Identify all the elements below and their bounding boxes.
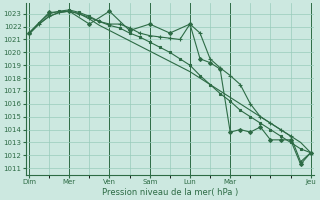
- X-axis label: Pression niveau de la mer( hPa ): Pression niveau de la mer( hPa ): [102, 188, 238, 197]
